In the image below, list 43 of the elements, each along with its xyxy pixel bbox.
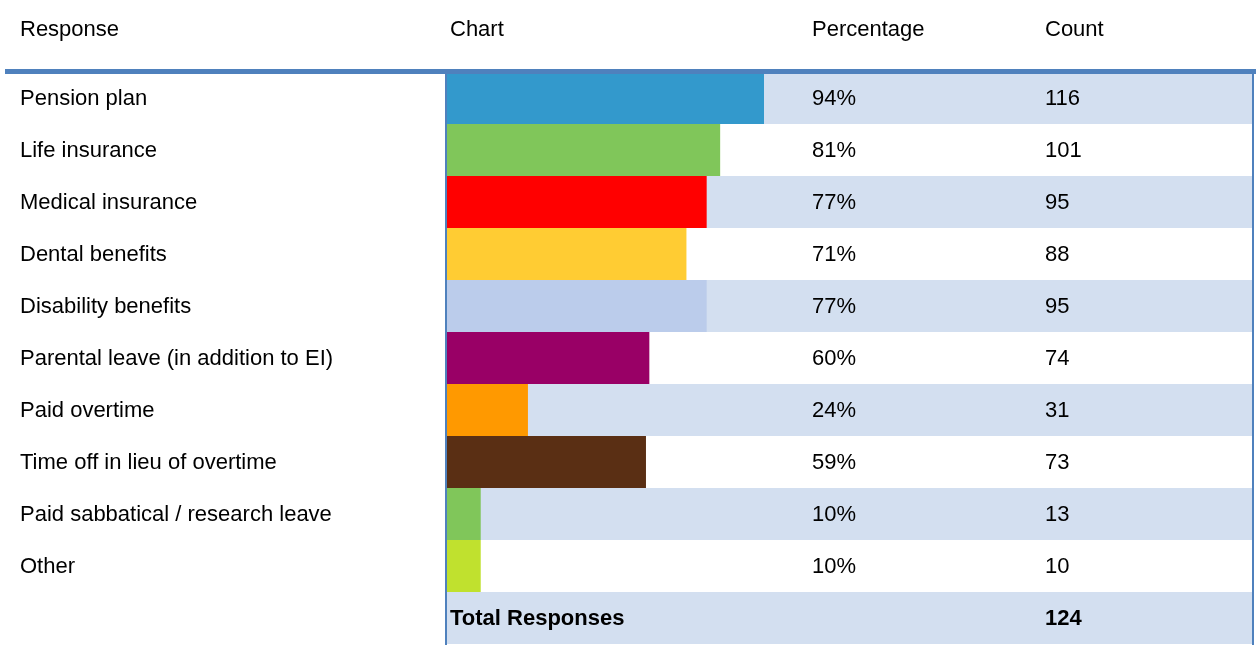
- text: Percentage: [812, 16, 925, 41]
- text: 31: [1045, 397, 1070, 422]
- text: 95: [1045, 293, 1070, 318]
- bar: [447, 332, 650, 384]
- text: 13: [1045, 501, 1070, 526]
- y-tick-label: Life insurance: [20, 137, 157, 162]
- text: 101: [1045, 137, 1082, 162]
- text: Count: [1045, 16, 1104, 41]
- y-tick-label: Pension plan: [20, 85, 148, 110]
- text: 95: [1045, 189, 1070, 214]
- bar: [447, 124, 721, 176]
- y-tick-label: Parental leave (in addition to EI): [20, 345, 334, 370]
- data-label: 59%: [812, 449, 857, 474]
- bar: [447, 540, 481, 592]
- text: 124: [1045, 605, 1083, 630]
- data-label: 77%: [812, 189, 857, 214]
- data-label: 81%: [812, 137, 857, 162]
- data-label: 77%: [812, 293, 857, 318]
- bar: [447, 488, 481, 540]
- text: 73: [1045, 449, 1070, 474]
- y-tick-label: Paid sabbatical / research leave: [20, 501, 332, 526]
- text: 88: [1045, 241, 1070, 266]
- y-tick-label: Dental benefits: [20, 241, 167, 266]
- bar: [447, 228, 687, 280]
- data-label: 60%: [812, 345, 857, 370]
- y-tick-label: Other: [20, 553, 76, 578]
- text: Total Responses: [450, 605, 625, 630]
- data-label: 71%: [812, 241, 857, 266]
- data-label: 10%: [812, 501, 857, 526]
- data-label: 24%: [812, 397, 857, 422]
- text: 116: [1045, 85, 1081, 110]
- bar: [447, 384, 528, 436]
- data-label: 94%: [812, 85, 857, 110]
- text: 74: [1045, 345, 1070, 370]
- text: 10: [1045, 553, 1070, 578]
- y-tick-label: Paid overtime: [20, 397, 155, 422]
- y-tick-label: Time off in lieu of overtime: [20, 449, 277, 474]
- y-tick-label: Disability benefits: [20, 293, 192, 318]
- x-axis-title: Chart: [450, 16, 504, 41]
- data-label: 10%: [812, 553, 857, 578]
- y-axis-title: Response: [20, 16, 120, 41]
- bar: [447, 436, 646, 488]
- y-tick-label: Medical insurance: [20, 189, 198, 214]
